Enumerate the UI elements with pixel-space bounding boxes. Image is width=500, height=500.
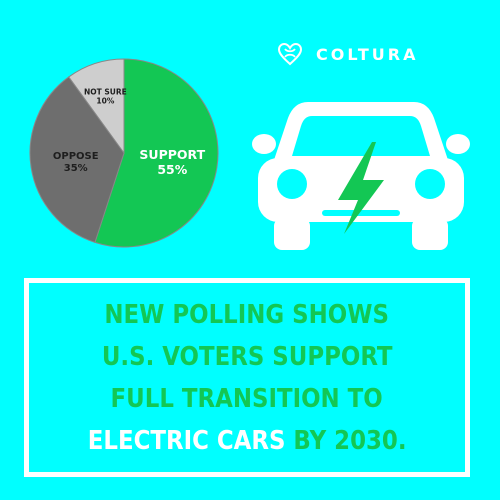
- brand-name: COLTURA: [316, 44, 419, 64]
- pie-label-not-sure: NOT SURE: [84, 88, 127, 97]
- headline-highlight: ELECTRIC CARS: [87, 425, 286, 456]
- pie-slice-support: [94, 58, 219, 248]
- headline-line-1: NEW POLLING SHOWS: [104, 299, 390, 330]
- pie-label-support: SUPPORT: [139, 147, 205, 162]
- lightning-bolt-icon: [338, 142, 384, 234]
- pie-value-support: 55%: [157, 162, 187, 177]
- pie-label-oppose: OPPOSE: [53, 151, 99, 162]
- pie-slice-not-sure: [68, 58, 125, 155]
- pie-value-not-sure: 10%: [96, 97, 114, 106]
- headline-line-3: FULL TRANSITION TO: [110, 383, 384, 414]
- heart-outline-icon: [277, 42, 303, 66]
- headline-box: NEW POLLING SHOWS U.S. VOTERS SUPPORT FU…: [24, 278, 470, 477]
- electric-car-icon: [252, 102, 470, 250]
- pie-slice-oppose: [29, 76, 125, 244]
- brand: COLTURA: [276, 40, 419, 68]
- pie-value-oppose: 35%: [64, 163, 88, 174]
- headline-line-4-rest: BY 2030.: [285, 425, 407, 456]
- headline-line-4: ELECTRIC CARS BY 2030.: [88, 420, 407, 462]
- headline-line-2: U.S. VOTERS SUPPORT: [101, 341, 393, 372]
